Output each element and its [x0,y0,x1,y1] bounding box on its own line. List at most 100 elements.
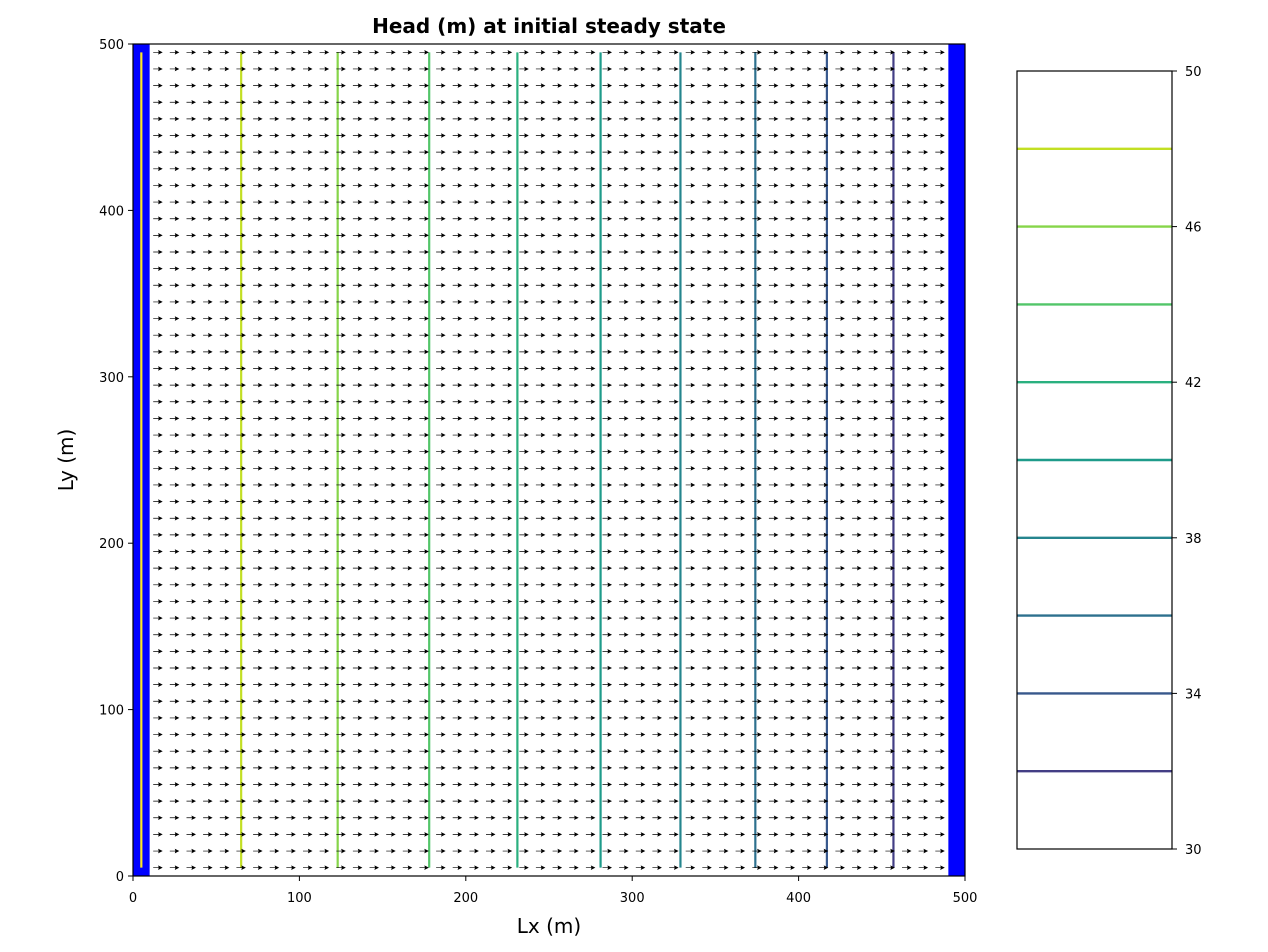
velocity-arrow [602,549,612,554]
velocity-arrow [719,848,729,854]
velocity-arrow [402,266,413,271]
velocity-arrow [619,815,629,821]
velocity-arrow [269,765,280,771]
velocity-arrow [818,432,829,438]
velocity-arrow [752,798,762,804]
velocity-arrow [286,848,296,854]
velocity-arrow [303,865,313,870]
velocity-arrow [918,99,929,105]
velocity-arrow [535,499,546,504]
velocity-arrow [735,682,746,687]
velocity-arrow [669,748,679,754]
velocity-arrow [552,815,563,821]
velocity-arrow [918,149,929,155]
velocity-arrow [153,399,163,405]
velocity-arrow [802,532,812,538]
velocity-arrow [902,782,912,787]
velocity-arrow [502,515,513,521]
velocity-arrow [885,366,895,371]
velocity-arrow [436,399,446,405]
velocity-arrow [369,466,379,471]
velocity-arrow [569,399,579,405]
velocity-arrow [569,349,579,355]
velocity-arrow [752,748,762,754]
velocity-arrow [436,432,446,438]
velocity-arrow [602,732,612,737]
velocity-arrow [469,682,479,687]
velocity-arrow [585,133,596,138]
velocity-arrow [935,615,945,621]
velocity-arrow [702,599,712,604]
velocity-arrow [469,266,479,271]
velocity-arrow [236,316,246,321]
velocity-arrow [818,599,829,604]
y-tick-label: 300 [99,371,124,386]
velocity-arrow [752,515,762,521]
velocity-arrow [852,50,862,55]
velocity-arrow [352,316,363,321]
velocity-arrow [369,66,379,72]
velocity-arrow [486,599,496,604]
velocity-arrow [169,332,180,338]
velocity-arrow [519,848,529,854]
velocity-arrow [236,349,246,355]
velocity-arrow [635,266,646,271]
velocity-arrow [535,815,546,821]
velocity-arrow [519,332,529,338]
velocity-arrow [319,515,330,521]
velocity-arrow [402,199,413,205]
velocity-arrow [153,815,163,821]
velocity-arrow [186,832,196,837]
velocity-arrow [236,549,246,554]
velocity-arrow [153,183,163,188]
velocity-arrow [918,815,929,821]
velocity-arrow [652,183,662,188]
velocity-arrow [635,133,646,138]
velocity-arrow [669,765,679,771]
velocity-arrow [336,865,346,870]
velocity-arrow [719,432,729,438]
velocity-arrow [469,582,479,588]
velocity-arrow [469,698,479,704]
velocity-arrow [602,765,612,771]
velocity-arrow [269,50,280,55]
velocity-arrow [602,482,612,488]
velocity-arrow [552,133,563,138]
velocity-arrow [436,66,446,72]
velocity-arrow [635,532,646,538]
velocity-arrow [502,748,513,754]
velocity-arrow [868,83,879,88]
velocity-arrow [835,748,845,754]
velocity-arrow [552,865,563,870]
velocity-arrow [436,765,446,771]
velocity-arrow [169,765,180,771]
x-axis-label: Lx (m) [517,914,581,938]
velocity-arrow [569,233,579,238]
velocity-arrow [319,765,330,771]
velocity-arrow [402,466,413,471]
velocity-arrow [436,848,446,854]
velocity-arrow [535,366,546,371]
velocity-arrow [652,116,662,122]
velocity-arrow [569,249,579,255]
velocity-arrow [203,682,213,687]
velocity-arrow [768,50,779,55]
velocity-arrow [336,149,346,155]
velocity-arrow [552,183,563,188]
velocity-arrow [269,399,280,405]
velocity-arrow [352,632,363,638]
velocity-arrow [835,715,845,721]
velocity-arrow [569,366,579,371]
velocity-arrow [419,732,429,737]
velocity-arrow [269,83,280,88]
velocity-arrow [669,166,679,172]
velocity-arrow [169,732,180,737]
velocity-arrow [519,133,529,138]
velocity-arrow [303,332,313,338]
velocity-arrow [336,515,346,521]
velocity-arrow [918,532,929,538]
velocity-arrow [236,815,246,821]
velocity-arrow [352,133,363,138]
velocity-arrow [169,83,180,88]
velocity-arrow [835,233,845,238]
